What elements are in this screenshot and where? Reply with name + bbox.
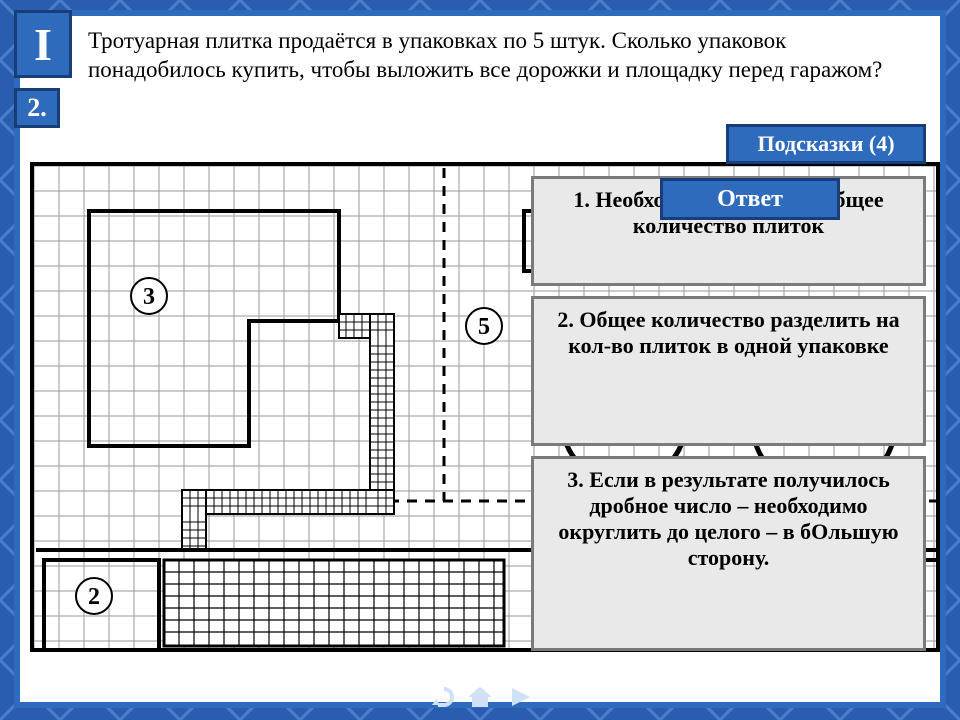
badge-number: 2. [14,88,60,128]
garage-apron [164,560,504,646]
nav-undo-button[interactable] [426,685,454,714]
hint-3-text: 3. Если в результате получилось дробное … [558,467,898,570]
hints-button[interactable]: Подсказки (4) [726,124,926,164]
answer-button[interactable]: Ответ [660,178,840,220]
label-2: 2 [76,578,112,614]
slide-frame: I 2. Тротуарная плитка продаётся в упако… [14,10,946,708]
undo-icon [426,685,454,709]
answer-button-label: Ответ [717,186,783,213]
badge-number-text: 2. [27,93,47,123]
label-3: 3 [131,278,167,314]
question-text: Тротуарная плитка продаётся в упаковках … [88,26,926,85]
svg-text:5: 5 [478,314,490,340]
badge-roman-text: I [34,18,52,71]
hint-2-text: 2. Общее количество разделить на кол-во … [557,307,899,358]
nav-bar [426,685,534,714]
building-3 [89,211,339,446]
home-icon [466,685,494,709]
nav-next-button[interactable] [506,685,534,714]
play-icon [506,685,534,709]
tiled-path [182,314,394,550]
hint-box-3: 3. Если в результате получилось дробное … [531,456,926,651]
hint-box-2: 2. Общее количество разделить на кол-во … [531,296,926,446]
svg-text:3: 3 [143,284,155,310]
nav-home-button[interactable] [466,685,494,714]
label-5: 5 [466,308,502,344]
svg-text:2: 2 [88,584,100,610]
hints-button-label: Подсказки (4) [757,131,894,157]
badge-roman: I [14,10,72,78]
